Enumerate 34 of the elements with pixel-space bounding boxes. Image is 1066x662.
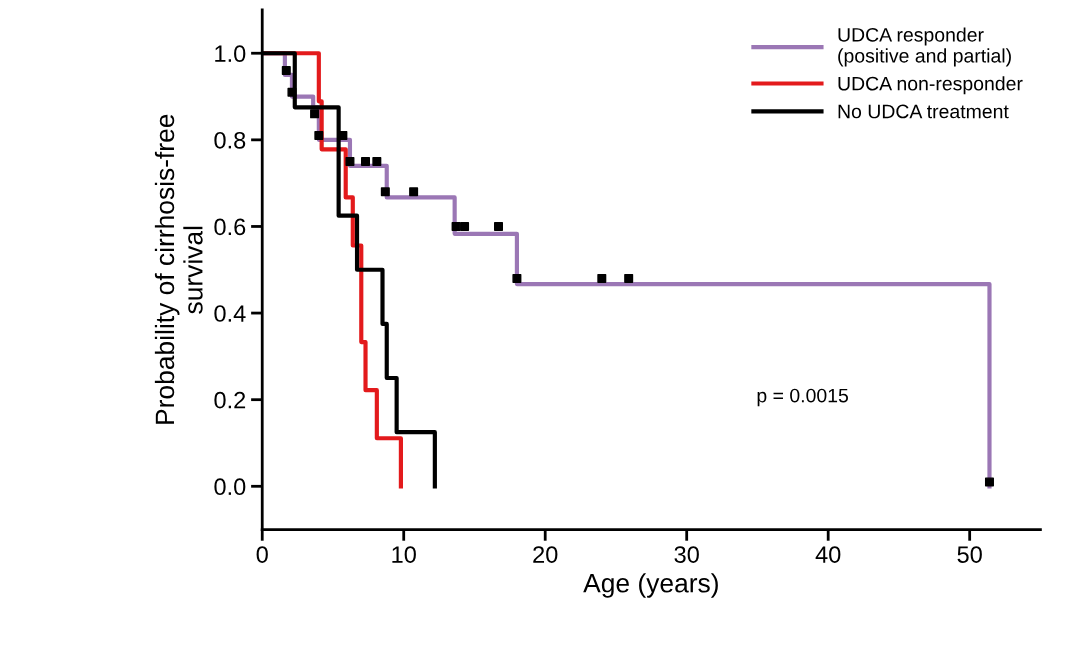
point — [380, 187, 390, 197]
point — [460, 221, 470, 231]
y-tick-label: 1.0 — [215, 45, 246, 63]
y-tick-label: 0.2 — [214, 391, 246, 409]
x-tick-label: 0 — [256, 546, 268, 563]
y-axis-title: Probability of cirrhosis-free survival — [154, 114, 203, 424]
point — [361, 157, 371, 166]
point — [287, 87, 297, 97]
x-axis-title: Age (years) — [583, 573, 718, 598]
annotation: p = 0.0015 — [757, 388, 849, 407]
point — [310, 109, 320, 119]
legend-label: No UDCA treatment — [838, 104, 1009, 119]
x-tick-label: 10 — [392, 546, 416, 563]
y-tick-label: 0.0 — [214, 478, 246, 496]
point — [984, 477, 994, 487]
point — [314, 131, 324, 141]
point — [281, 66, 291, 76]
point — [451, 221, 461, 231]
y-tick-label: 0.6 — [214, 218, 246, 236]
point — [624, 273, 634, 283]
legend-label: UDCA non-responder — [838, 76, 1023, 95]
x-tick-label: 40 — [815, 546, 841, 563]
legend-label: UDCA responder (positive and partial) — [838, 27, 1011, 67]
y-tick-label: 0.4 — [214, 305, 246, 322]
point — [409, 187, 419, 197]
x-tick-label: 50 — [957, 546, 982, 563]
point — [512, 273, 522, 283]
point — [372, 157, 382, 166]
point — [494, 221, 504, 231]
point — [345, 157, 355, 166]
point — [597, 273, 607, 283]
y-tick-label: 0.8 — [214, 131, 246, 149]
x-tick-label: 20 — [533, 546, 558, 563]
x-tick-label: 30 — [674, 546, 699, 563]
